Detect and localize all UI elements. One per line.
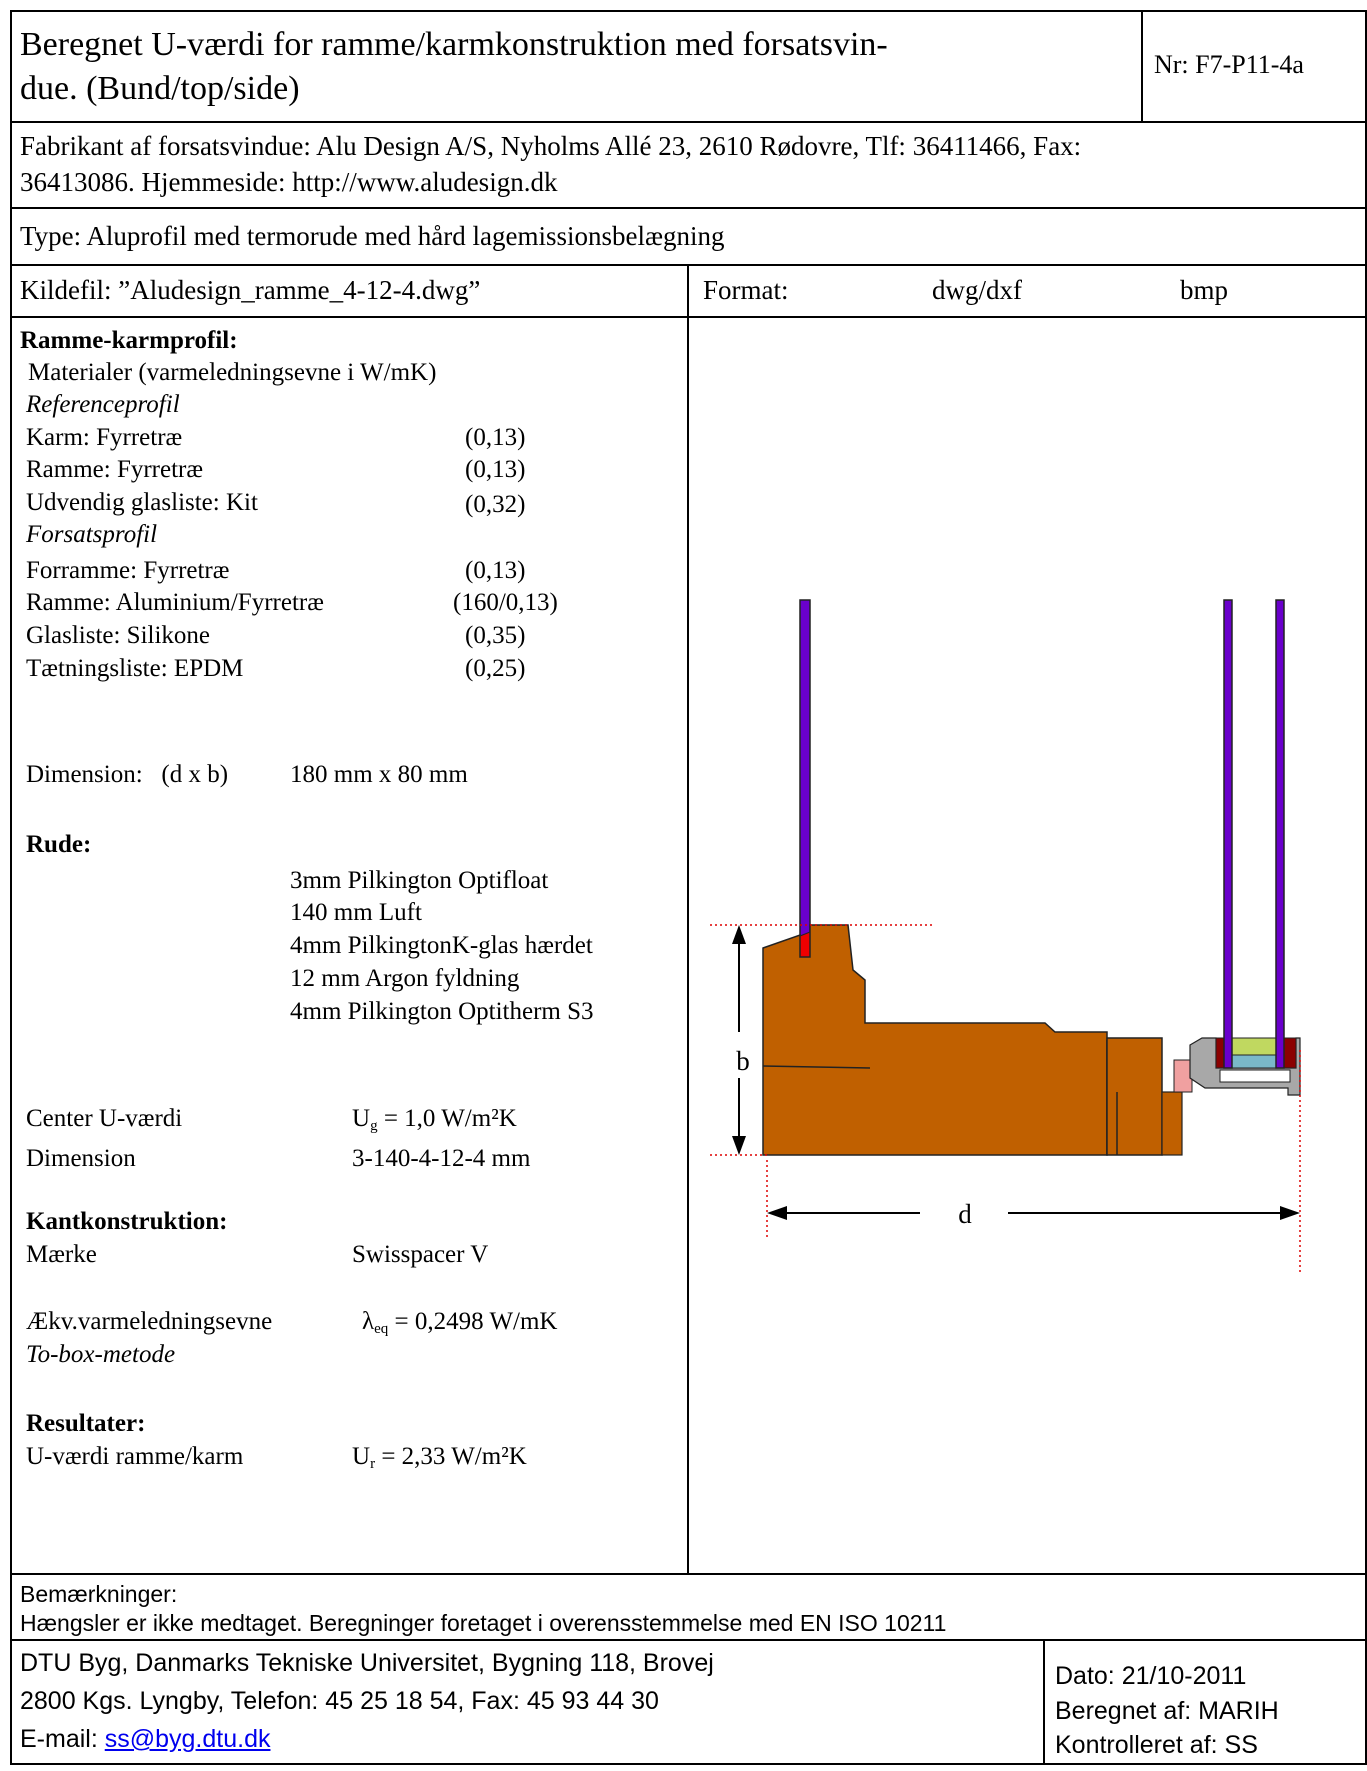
frame-cross-section-drawing: b d (689, 318, 1365, 1571)
material-value: (0,13) (465, 453, 525, 486)
dimension-b-label: b (736, 1046, 750, 1076)
material-value: (0,13) (465, 554, 525, 587)
email-line: E-mail: ss@byg.dtu.dk (20, 1723, 270, 1756)
data-sheet: Beregnet U-værdi for ramme/karmkonstrukt… (10, 10, 1367, 1765)
aluminium-channel (1220, 1070, 1290, 1082)
materials-heading: Materialer (varmeledningsevne i W/mK) (28, 356, 436, 389)
date: Dato: 21/10-2011 (1055, 1660, 1246, 1693)
glass-pane (800, 600, 810, 957)
divider (1043, 1639, 1045, 1765)
institution-address: DTU Byg, Danmarks Tekniske Universitet, … (20, 1647, 714, 1680)
material-value: (0,25) (465, 652, 525, 685)
arrow-right (1280, 1206, 1300, 1220)
lambda-value: λeq = 0,2498 W/mK (362, 1305, 558, 1338)
divider (10, 121, 1367, 123)
silicone-glazing-bead (1284, 1038, 1296, 1068)
wood-strip (1162, 1092, 1182, 1155)
material-name: Ramme: Fyrretræ (26, 453, 203, 486)
glazing-layer: 12 mm Argon fyldning (290, 962, 519, 995)
glazing-heading: Rude: (26, 828, 91, 861)
material-name: Ramme: Aluminium/Fyrretræ (26, 586, 324, 619)
glazing-dimension-value: 3-140-4-12-4 mm (352, 1142, 530, 1175)
dimension-d-label: d (958, 1199, 972, 1229)
material-value: (160/0,13) (453, 586, 558, 619)
epdm-seal (1174, 1060, 1192, 1092)
email-label: E-mail: (20, 1725, 105, 1753)
material-name: Udvendig glasliste: Kit (26, 486, 258, 519)
edge-heading: Kantkonstruktion: (26, 1205, 227, 1238)
dimension-label: Dimension: (d x b) (26, 758, 228, 791)
arrow-left (767, 1206, 787, 1220)
material-name: Glasliste: Silikone (26, 619, 210, 652)
remarks-text: Hængsler er ikke medtaget. Beregninger f… (20, 1607, 946, 1640)
manufacturer-line: Fabrikant af forsatsvindue: Alu Design A… (20, 129, 1081, 163)
results-heading: Resultater: (26, 1407, 145, 1440)
page-title: Beregnet U-værdi for ramme/karmkonstrukt… (20, 24, 888, 66)
source-file: Kildefil: ”Aludesign_ramme_4-12-4.dwg” (20, 273, 480, 307)
calculated-by: Beregnet af: MARIH (1055, 1695, 1279, 1728)
format-dwg: dwg/dxf (932, 273, 1022, 307)
glazing-layer: 3mm Pilkington Optifloat (290, 864, 548, 897)
center-u-value: Ug = 1,0 W/m²K (352, 1102, 517, 1135)
institution-contact: 2800 Kgs. Lyngby, Telefon: 45 25 18 54, … (20, 1685, 659, 1718)
arrow-down (732, 1136, 746, 1155)
wood-forramme (1107, 1038, 1162, 1155)
format-label: Format: (703, 273, 789, 307)
box-method: To-box-metode (26, 1338, 175, 1371)
material-value: (0,35) (465, 619, 525, 652)
center-u-label: Center U-værdi (26, 1102, 182, 1135)
spacer-brand-label: Mærke (26, 1238, 97, 1271)
document-number: Nr: F7-P11-4a (1154, 48, 1304, 82)
divider (10, 1573, 1367, 1575)
silicone-glazing-bead (1216, 1038, 1224, 1068)
reference-heading: Referenceprofil (26, 388, 180, 421)
material-value: (0,13) (465, 421, 525, 454)
glazing-layer: 4mm PilkingtonK-glas hærdet (290, 929, 593, 962)
u-frame-value: Ur = 2,33 W/m²K (352, 1440, 527, 1473)
u-frame-label: U-værdi ramme/karm (26, 1440, 243, 1473)
material-value: (0,32) (465, 488, 525, 521)
glazing-layer: 4mm Pilkington Optitherm S3 (290, 995, 594, 1028)
glass-pane (1276, 600, 1284, 1068)
wood-frame (763, 925, 1107, 1155)
divider (10, 207, 1367, 209)
format-bmp: bmp (1180, 273, 1228, 307)
divider (1141, 10, 1143, 121)
lambda-label: Ækv.varmeledningsevne (26, 1305, 272, 1338)
checked-by: Kontrolleret af: SS (1055, 1729, 1258, 1762)
glazing-layer: 140 mm Luft (290, 896, 422, 929)
page-title-continued: due. (Bund/top/side) (20, 68, 300, 110)
material-name: Tætningsliste: EPDM (26, 652, 243, 685)
dimension-value: 180 mm x 80 mm (290, 758, 468, 791)
profile-heading: Ramme-karmprofil: (20, 324, 238, 357)
spacer-desiccant (1232, 1038, 1276, 1055)
glass-pane (1224, 600, 1232, 1068)
warm-edge-spacer (1232, 1055, 1276, 1068)
material-name: Karm: Fyrretræ (26, 421, 182, 454)
email-link[interactable]: ss@byg.dtu.dk (105, 1725, 271, 1753)
forsats-heading: Forsatsprofil (26, 518, 157, 551)
arrow-up (732, 925, 746, 944)
material-name: Forramme: Fyrretræ (26, 554, 229, 587)
glazing-dimension-label: Dimension (26, 1142, 136, 1175)
manufacturer-website: 36413086. Hjemmeside: http://www.aludesi… (20, 165, 557, 199)
spacer-brand-value: Swisspacer V (352, 1238, 488, 1271)
type-line: Type: Aluprofil med termorude med hård l… (20, 219, 724, 253)
